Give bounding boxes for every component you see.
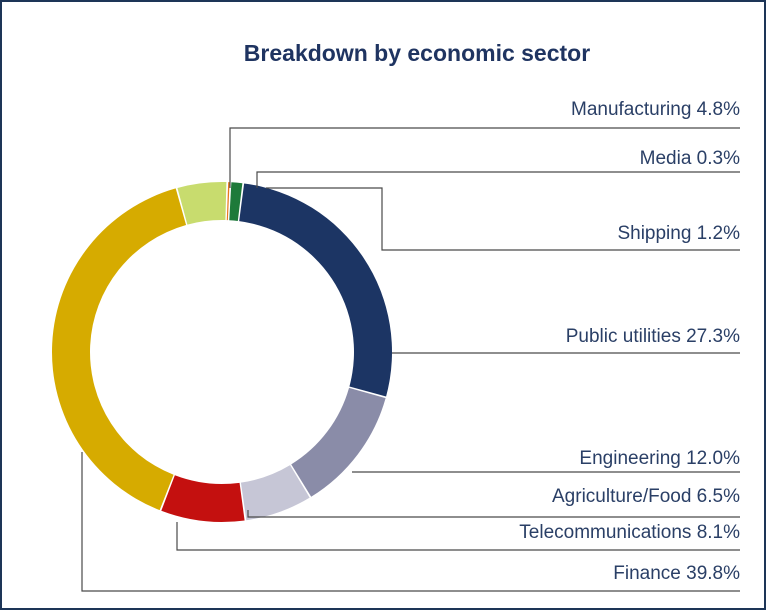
slice-finance	[51, 188, 187, 511]
leader-line-finance	[81, 452, 740, 592]
slice-label-public-utilities: Public utilities 27.3%	[566, 326, 740, 347]
slice-label-engineering: Engineering 12.0%	[579, 448, 740, 469]
slice-public-utilities	[239, 183, 393, 397]
slice-label-shipping: Shipping 1.2%	[617, 223, 740, 244]
slice-shipping	[229, 182, 243, 221]
slice-label-telecommunications: Telecommunications 8.1%	[519, 522, 740, 543]
slice-label-manufacturing: Manufacturing 4.8%	[571, 99, 740, 120]
slice-engineering	[291, 387, 386, 497]
chart-title: Breakdown by economic sector	[243, 40, 591, 66]
leader-line-manufacturing	[229, 127, 740, 188]
leader-line-media	[256, 171, 740, 188]
slice-telecommunications	[161, 475, 245, 522]
slice-label-media: Media 0.3%	[640, 148, 740, 169]
slice-media	[226, 182, 230, 221]
slice-manufacturing	[177, 182, 227, 225]
leader-line-telecommunications	[176, 522, 740, 551]
leader-line-agriculture-food	[247, 510, 740, 518]
slice-agriculture-food	[240, 465, 310, 521]
leader-line-shipping	[266, 187, 740, 251]
slice-label-finance: Finance 39.8%	[613, 563, 740, 584]
slice-label-agriculture-food: Agriculture/Food 6.5%	[552, 486, 740, 507]
